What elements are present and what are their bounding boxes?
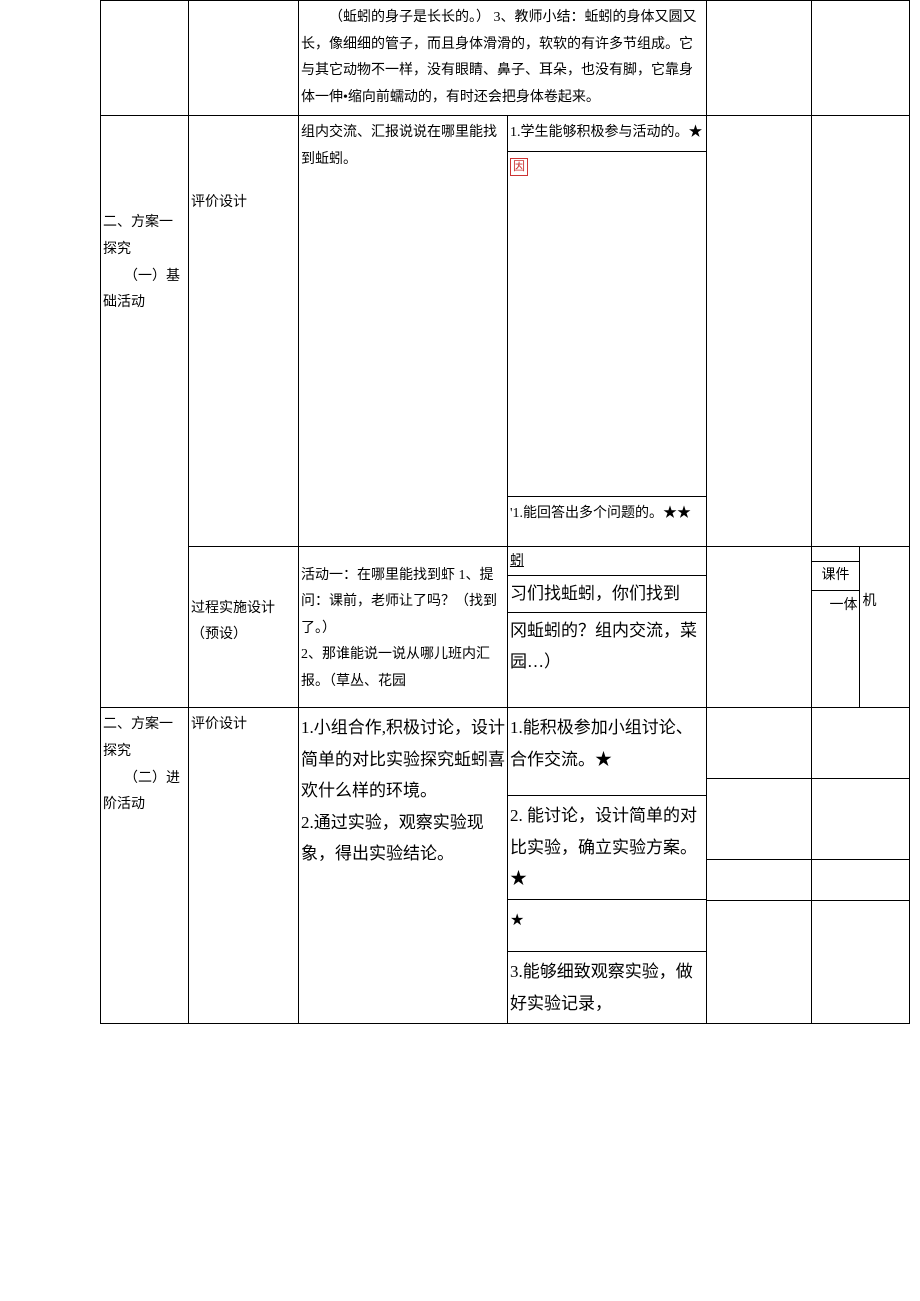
cell-teacher-activity: 1.小组合作,积极讨论，设计简单的对比实验探究蚯蚓喜欢什么样的环境。 2.通过实… xyxy=(298,708,507,1024)
cell-category: 过程实施设计（预设） xyxy=(188,546,298,708)
category-label: 评价设计 xyxy=(191,120,296,217)
cell-category: 评价设计 xyxy=(188,116,298,546)
text-block: 习们找蚯蚓，你们找到 xyxy=(508,575,706,611)
eval-item: ★ xyxy=(508,899,706,952)
cell-teacher-content: （蚯蚓的身子是长长的。） 3、教师小结：蚯蚓的身体又圆又长，像细细的管子，而且身… xyxy=(298,1,706,116)
table-row: 二、方案一探究 （一）基础活动 评价设计 组内交流、汇报说说在哪里能找到蚯蚓。 … xyxy=(101,116,910,546)
cell-teacher-activity: 活动一：在哪里能找到虾 1、提问：课前，老师让了吗？（找到了。） 2、那谁能说一… xyxy=(298,546,507,708)
text: 习们找蚯蚓，你们找到 xyxy=(510,584,680,603)
star-icon: ★ xyxy=(510,912,524,929)
cell xyxy=(860,708,910,1024)
text: '1.能回答出多个问题的。★★ xyxy=(510,506,691,521)
cell xyxy=(811,116,860,546)
text: 冈蚯蚓的？组内交流，菜园…） xyxy=(510,621,697,671)
eval-item: 2. 能讨论，设计简单的对比实验，确立实验方案。★ xyxy=(508,795,706,898)
stamp-icon: 因 xyxy=(510,158,528,176)
text: 活动一：在哪里能找到虾 1、提问：课前，老师让了吗？（找到了。） 2、那谁能说一… xyxy=(301,551,505,696)
resource-label: 机 xyxy=(862,589,907,616)
table-row: （蚯蚓的身子是长长的。） 3、教师小结：蚯蚓的身体又圆又长，像细细的管子，而且身… xyxy=(101,1,910,116)
cell-section-title: 二、方案一探究 （一）基础活动 xyxy=(101,116,189,708)
section-label: 二、方案一探究 （一）基础活动 xyxy=(103,120,186,316)
text-fragment: 蚓 xyxy=(508,547,706,576)
text: 1.能积极参加小组讨论、合作交流。★ xyxy=(510,718,693,768)
text: 2. 能讨论，设计简单的对比实验，确立实验方案。★ xyxy=(510,806,697,888)
text: 1.小组合作,积极讨论，设计简单的对比实验探究蚯蚓喜欢什么样的环境。 2.通过实… xyxy=(301,712,505,869)
table-row: 二、方案一探究 （二）进阶活动 评价设计 1.小组合作,积极讨论，设计简单的对比… xyxy=(101,708,910,1024)
cell-resource: 课件 一体 xyxy=(811,546,860,708)
cell xyxy=(811,708,860,1024)
text: 3.能够细致观察实验，做好实验记录， xyxy=(510,962,693,1012)
section-label: 二、方案一探究 （二）进阶活动 xyxy=(103,712,186,818)
resource-label: 课件 xyxy=(812,561,860,592)
cell-category xyxy=(188,1,298,116)
table-row: 过程实施设计（预设） 活动一：在哪里能找到虾 1、提问：课前，老师让了吗？（找到… xyxy=(101,546,910,708)
cell xyxy=(860,116,910,546)
cell xyxy=(707,546,811,708)
cell-section xyxy=(101,1,189,116)
cell-teacher-activity: 组内交流、汇报说说在哪里能找到蚯蚓。 xyxy=(298,116,507,546)
text: （蚯蚓的身子是长长的。） 3、教师小结：蚯蚓的身体又圆又长，像细细的管子，而且身… xyxy=(301,5,704,111)
cell-student-activity: 蚓 习们找蚯蚓，你们找到 冈蚯蚓的？组内交流，菜园…） xyxy=(507,546,706,708)
text: 蚓 xyxy=(510,554,524,569)
resource-label: 一体 xyxy=(812,591,860,620)
cell xyxy=(707,1,811,116)
lesson-plan-table: （蚯蚓的身子是长长的。） 3、教师小结：蚯蚓的身体又圆又长，像细细的管子，而且身… xyxy=(100,0,910,1024)
eval-block: 因 xyxy=(508,151,706,496)
eval-block: '1.能回答出多个问题的。★★ xyxy=(508,496,706,546)
cell xyxy=(860,1,910,116)
cell-resource: 机 xyxy=(860,546,910,708)
text: 组内交流、汇报说说在哪里能找到蚯蚓。 xyxy=(301,125,497,167)
cell xyxy=(707,708,811,1024)
cell-category: 评价设计 xyxy=(188,708,298,1024)
category-label: 过程实施设计（预设） xyxy=(191,551,296,649)
eval-item: 1.能积极参加小组讨论、合作交流。★ xyxy=(508,708,706,795)
eval-item: 3.能够细致观察实验，做好实验记录， xyxy=(508,951,706,1023)
document-page: （蚯蚓的身子是长长的。） 3、教师小结：蚯蚓的身体又圆又长，像细细的管子，而且身… xyxy=(0,0,920,1024)
cell-section-title: 二、方案一探究 （二）进阶活动 xyxy=(101,708,189,1024)
text-block: 冈蚯蚓的？组内交流，菜园…） xyxy=(508,612,706,708)
eval-block: 1.学生能够积极参与活动的。★ xyxy=(508,116,706,151)
cell-evaluation: 1.学生能够积极参与活动的。★ 因 '1.能回答出多个问题的。★★ xyxy=(507,116,706,546)
category-label: 评价设计 xyxy=(191,717,247,732)
cell-evaluation: 1.能积极参加小组讨论、合作交流。★ 2. 能讨论，设计简单的对比实验，确立实验… xyxy=(507,708,706,1024)
text: 1.学生能够积极参与活动的。★ xyxy=(510,125,703,140)
cell xyxy=(811,1,860,116)
cell xyxy=(707,116,811,546)
